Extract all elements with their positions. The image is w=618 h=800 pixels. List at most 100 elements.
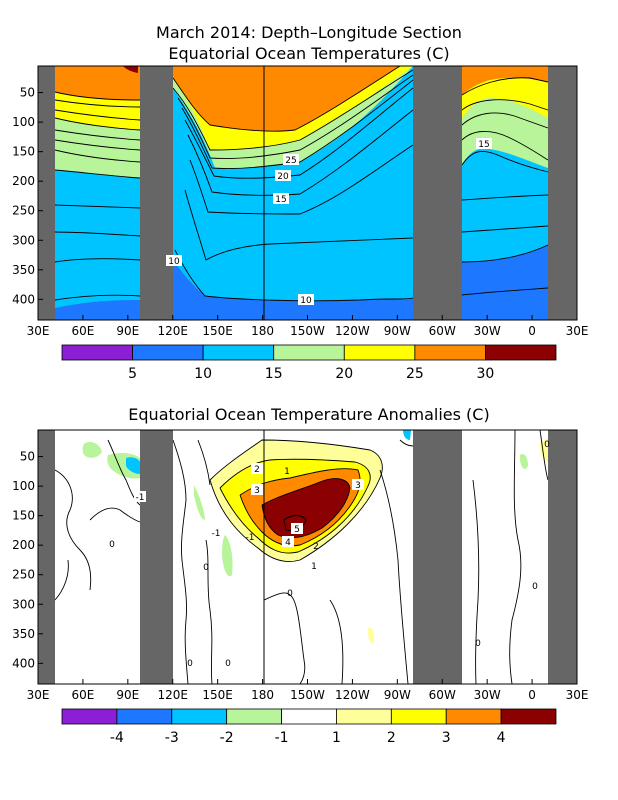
x-tick-label: 0	[528, 688, 536, 702]
contour-label: 0	[532, 582, 538, 592]
contour-label: 2	[254, 465, 260, 475]
contour-label: -1	[212, 529, 221, 539]
panel1-y-axis: 50 100 150 200 250 300 350 400	[12, 86, 43, 306]
panel-temperature: March 2014: Depth–Longitude Section Equa…	[12, 23, 588, 382]
panel2-title: Equatorial Ocean Temperature Anomalies (…	[128, 405, 489, 424]
x-tick-label: 30E	[27, 324, 50, 338]
colorbar-label: 25	[406, 366, 424, 382]
x-tick-label: 90E	[116, 324, 139, 338]
contour-label: -1	[136, 493, 145, 503]
contour-label: 0	[475, 639, 481, 649]
colorbar-label: 30	[477, 366, 495, 382]
colorbar-label: 4	[497, 730, 506, 746]
y-tick-label: 50	[20, 450, 35, 464]
contour-label: 1	[311, 562, 317, 572]
colorbar-label: -1	[275, 730, 289, 746]
colorbar-swatch	[171, 708, 228, 725]
y-tick-label: 350	[12, 627, 35, 641]
y-tick-label: 400	[12, 656, 35, 670]
x-tick-label: 60W	[429, 688, 456, 702]
colorbar-swatch	[445, 708, 502, 725]
colorbar-swatch	[343, 344, 416, 361]
colorbar-swatch	[202, 344, 275, 361]
contour-label: 3	[355, 481, 361, 491]
x-tick-label: 150E	[202, 324, 233, 338]
colorbar-swatch	[500, 708, 557, 725]
contour-label: 15	[275, 195, 286, 205]
colorbar-swatch	[116, 708, 173, 725]
contour-label: 0	[544, 440, 550, 450]
x-tick-label: 30E	[27, 688, 50, 702]
panel2-colorbar: -4 -3 -2 -1 1 2 3 4	[61, 708, 557, 746]
panel2-contour-labels: 2 1 3 3 -1 -1 5 4 2 1 0 0 0 0 0 0 0 0 -1	[109, 440, 550, 669]
contour-label: -1	[246, 533, 255, 543]
x-tick-label: 30E	[566, 688, 589, 702]
colorbar-label: 15	[265, 366, 283, 382]
y-tick-label: 300	[12, 233, 35, 247]
x-tick-label: 0	[528, 324, 536, 338]
panel2-plot-area: 2 1 3 3 -1 -1 5 4 2 1 0 0 0 0 0 0 0 0 -1	[37, 429, 578, 685]
panel2-y-axis: 50 100 150 200 250 300 350 400	[12, 450, 43, 670]
panel-anomaly: Equatorial Ocean Temperature Anomalies (…	[12, 405, 588, 746]
x-tick-label: 180	[251, 324, 274, 338]
x-tick-label: 60E	[71, 688, 94, 702]
colorbar-label: -4	[110, 730, 124, 746]
x-tick-label: 180	[251, 688, 274, 702]
x-tick-label: 120W	[335, 688, 370, 702]
land-mask-south-america	[413, 66, 462, 320]
land-mask-indonesia	[140, 430, 173, 684]
y-tick-label: 100	[12, 115, 35, 129]
x-tick-label: 90E	[116, 688, 139, 702]
contour-label: 0	[109, 540, 115, 550]
contour-label: 10	[300, 296, 312, 306]
contour-label: 5	[294, 525, 300, 535]
panel1-contour-labels: 25 20 15 10 10 15	[166, 138, 492, 306]
panel1-plot-area: 25 20 15 10 10 15	[37, 65, 578, 321]
y-tick-label: 350	[12, 263, 35, 277]
colorbar-label: 1	[332, 730, 341, 746]
x-tick-label: 150E	[202, 688, 233, 702]
contour-label: 3	[254, 486, 260, 496]
colorbar-label: 3	[442, 730, 451, 746]
y-tick-label: 50	[20, 86, 35, 100]
y-tick-label: 100	[12, 479, 35, 493]
colorbar-swatch	[336, 708, 392, 725]
colorbar-swatch	[132, 344, 204, 361]
colorbar-swatch	[281, 708, 337, 725]
colorbar-label: 2	[387, 730, 396, 746]
x-tick-label: 30W	[474, 324, 501, 338]
contour-label: 10	[168, 257, 180, 267]
x-tick-label: 120E	[158, 688, 189, 702]
land-mask-africa-east	[548, 66, 577, 320]
x-tick-label: 30W	[474, 688, 501, 702]
y-tick-label: 150	[12, 145, 35, 159]
land-mask-south-america	[413, 430, 462, 684]
x-tick-label: 120W	[335, 324, 370, 338]
y-tick-label: 200	[12, 174, 35, 188]
contour-label: 20	[277, 172, 289, 182]
contour-label: 4	[285, 538, 291, 548]
panel2-x-axis: 30E 60E 90E 120E 150E 180 150W 120W 90W 60W 30W 0 30…	[27, 679, 589, 702]
colorbar-swatch	[61, 344, 133, 361]
x-tick-label: 150W	[290, 688, 325, 702]
land-mask-africa	[38, 66, 55, 320]
panel1-colorbar: 5 10 15 20 25 30	[61, 344, 557, 382]
colorbar-label: 20	[335, 366, 353, 382]
x-tick-label: 120E	[158, 324, 189, 338]
contour-label: 2	[313, 542, 319, 552]
y-tick-label: 150	[12, 509, 35, 523]
x-tick-label: 90W	[384, 324, 411, 338]
colorbar-swatch	[390, 708, 447, 725]
contour-label: 0	[187, 659, 193, 669]
contour-label: 0	[203, 563, 209, 573]
contour-label: 0	[225, 659, 231, 669]
contour-label: 15	[478, 140, 489, 150]
panel1-title-line1: March 2014: Depth–Longitude Section	[156, 23, 462, 42]
x-tick-label: 60W	[429, 324, 456, 338]
x-tick-label: 60E	[71, 324, 94, 338]
colorbar-swatch	[226, 708, 282, 725]
land-mask-africa-east	[548, 430, 577, 684]
colorbar-label: 5	[128, 366, 137, 382]
contour-label: 0	[287, 589, 293, 599]
